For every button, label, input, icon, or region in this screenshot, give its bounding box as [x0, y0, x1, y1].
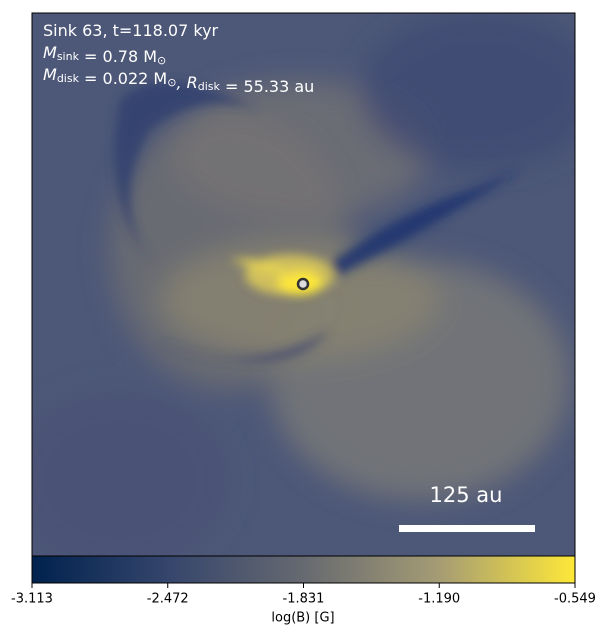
annotation-text: = 55.33 au [220, 77, 314, 96]
annotation-subscript: disk [198, 80, 221, 93]
colorbar [31, 555, 576, 584]
annotation-text: Sink 63, t=118.07 kyr [43, 21, 219, 40]
annotation-subscript: sink [57, 50, 80, 63]
colorbar-tick-label: -1.190 [418, 592, 460, 607]
annotation-text: = 0.78 M [79, 47, 157, 66]
annotation-text: M [43, 65, 57, 84]
annotation: Sink 63, t=118.07 kyr [43, 21, 219, 40]
colorbar-tick-label: -3.113 [11, 592, 53, 607]
annotation-subscript: disk [57, 72, 80, 85]
annotation-text: = 0.022 M [79, 69, 167, 88]
annotation-text: , R [176, 73, 197, 92]
colorbar-tick-label: -2.472 [147, 592, 189, 607]
annotation-subscript: ⊙ [157, 54, 166, 67]
sink-marker [296, 277, 310, 291]
annotation-subscript: ⊙ [167, 76, 176, 89]
annotation: Msink = 0.78 M⊙ [43, 43, 166, 68]
annotation: Mdisk = 0.022 M⊙, Rdisk = 55.33 au [43, 65, 314, 96]
field-map [32, 13, 575, 556]
colorbar-label: log(B) [G] [271, 611, 334, 626]
colorbar-tick-label: -1.831 [283, 592, 325, 607]
scale-bar-label: 125 au [430, 483, 503, 507]
scale-bar [399, 525, 535, 532]
annotation-text: M [43, 43, 57, 62]
colorbar-tick-label: -0.549 [554, 592, 596, 607]
